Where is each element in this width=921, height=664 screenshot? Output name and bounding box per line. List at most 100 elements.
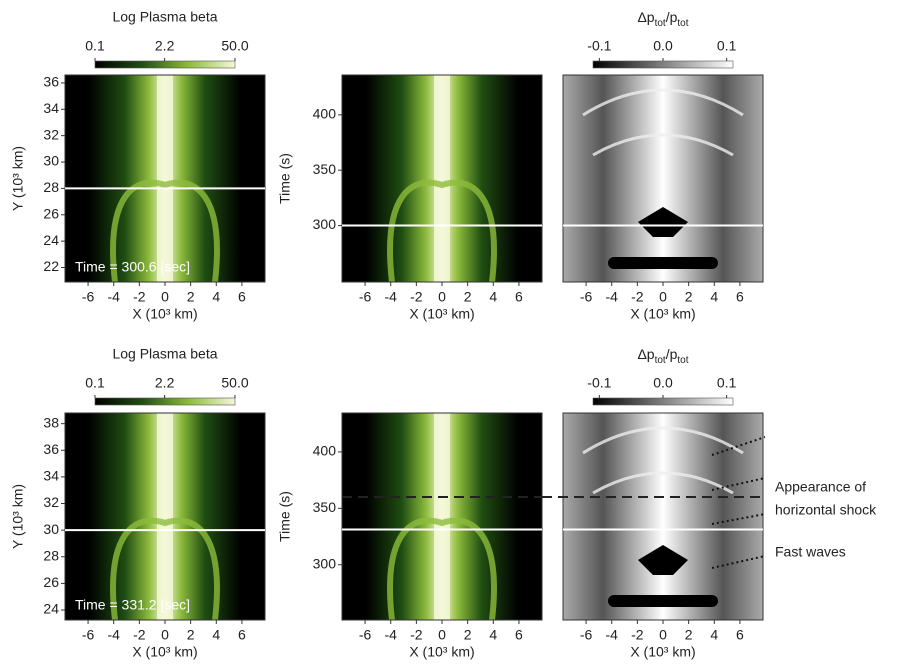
x-tick-label: -6 [359, 627, 372, 643]
colorbar-title: Δptot/ptot [637, 346, 688, 366]
y-tick-label: 22 [43, 258, 59, 274]
heatmap-feature [608, 257, 718, 269]
x-tick-label: -6 [580, 289, 593, 305]
x-tick-label: 6 [736, 627, 744, 643]
y-tick-label: 300 [313, 216, 337, 232]
x-tick-label: -4 [605, 289, 618, 305]
y-tick-label: 400 [313, 443, 337, 459]
x-tick-label: -2 [133, 627, 146, 643]
heatmap-feature [157, 75, 173, 282]
annotation: Fast waves [775, 544, 846, 560]
title-part: /p [666, 9, 678, 25]
heatmap-feature [387, 179, 497, 283]
y-axis-label: Y (10³ km) [10, 146, 26, 211]
y-tick-label: 350 [313, 499, 337, 515]
x-tick-label: -4 [107, 289, 120, 305]
title-part: tot [655, 18, 666, 29]
x-tick-label: -2 [631, 627, 644, 643]
x-tick-label: 2 [187, 627, 195, 643]
x-tick-label: 4 [489, 289, 497, 305]
heatmap-feature [157, 413, 173, 620]
heatmap-feature [434, 75, 450, 282]
x-tick-label: -6 [359, 289, 372, 305]
y-tick-label: 400 [313, 106, 337, 122]
y-tick-label: 38 [43, 414, 59, 430]
pointer [711, 436, 766, 456]
x-tick-label: 0 [438, 627, 446, 643]
heatmap-feature [638, 545, 688, 575]
colorbar-tick-label: 50.0 [221, 38, 248, 54]
heatmap-feature [434, 413, 450, 620]
x-tick-label: -2 [410, 289, 423, 305]
y-tick-label: 36 [43, 74, 59, 90]
annotation: horizontal shock [775, 502, 877, 518]
x-tick-label: 2 [685, 289, 693, 305]
colorbar-title: Log Plasma beta [112, 346, 217, 362]
colorbar-tick-label: 50.0 [221, 375, 248, 391]
x-tick-label: -4 [605, 627, 618, 643]
pointer [711, 555, 766, 569]
heatmap-feature [387, 517, 497, 621]
x-axis-label: X (10³ km) [132, 644, 197, 660]
colorbar-tick-label: 0.1 [85, 375, 105, 391]
x-tick-label: 0 [659, 627, 667, 643]
title-part: tot [677, 355, 688, 366]
y-tick-label: 300 [313, 555, 337, 571]
y-tick-label: 24 [43, 601, 59, 617]
y-tick-label: 24 [43, 232, 59, 248]
colorbar-tick-label: -0.1 [587, 375, 611, 391]
heatmap-feature [582, 88, 744, 157]
x-tick-label: -4 [384, 289, 397, 305]
y-tick-label: 26 [43, 574, 59, 590]
x-tick-label: -2 [410, 627, 423, 643]
y-axis-label: Time (s) [277, 491, 293, 542]
colorbar-tick-label: 0.1 [85, 38, 105, 54]
heatmap-field [563, 413, 763, 620]
y-tick-label: 28 [43, 547, 59, 563]
y-axis-label: Y (10³ km) [10, 484, 26, 549]
y-tick-label: 30 [43, 521, 59, 537]
y-tick-label: 26 [43, 205, 59, 221]
title-part: tot [655, 355, 666, 366]
colorbar-tick-label: -0.1 [587, 38, 611, 54]
x-tick-label: -6 [82, 289, 95, 305]
y-tick-label: 32 [43, 126, 59, 142]
colorbar [592, 60, 734, 69]
x-tick-label: -4 [107, 627, 120, 643]
x-tick-label: 0 [659, 289, 667, 305]
x-tick-label: 4 [710, 627, 718, 643]
heatmap-feature [582, 426, 744, 495]
pointer [711, 477, 766, 491]
heatmap-feature [110, 179, 220, 283]
x-tick-label: 0 [438, 289, 446, 305]
colorbar-tick-label: 0.0 [653, 375, 673, 391]
colorbar-title: Log Plasma beta [112, 9, 217, 25]
colorbar [94, 397, 236, 406]
x-tick-label: 4 [710, 289, 718, 305]
colorbar-tick-label: 2.2 [155, 38, 175, 54]
x-tick-label: 4 [212, 289, 220, 305]
title-part: Δp [637, 9, 654, 25]
x-tick-label: -6 [580, 627, 593, 643]
x-tick-label: 2 [685, 627, 693, 643]
x-tick-label: -4 [384, 627, 397, 643]
y-tick-label: 30 [43, 153, 59, 169]
colorbar-tick-label: 0.1 [717, 375, 737, 391]
y-tick-label: 34 [43, 468, 59, 484]
y-tick-label: 350 [313, 161, 337, 177]
time-annotation: Time = 300.6 [sec] [75, 259, 190, 275]
x-tick-label: 6 [515, 289, 523, 305]
pointer [711, 513, 766, 525]
y-tick-label: 36 [43, 441, 59, 457]
title-part: tot [677, 18, 688, 29]
x-tick-label: 0 [161, 627, 169, 643]
x-tick-label: 0 [161, 289, 169, 305]
y-tick-label: 34 [43, 100, 59, 116]
x-tick-label: 6 [515, 627, 523, 643]
title-part: /p [666, 346, 678, 362]
heatmap-feature [638, 207, 688, 237]
x-axis-label: X (10³ km) [409, 306, 474, 322]
x-tick-label: -6 [82, 627, 95, 643]
y-tick-label: 28 [43, 179, 59, 195]
